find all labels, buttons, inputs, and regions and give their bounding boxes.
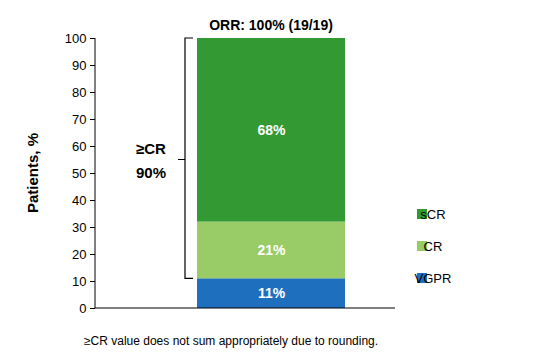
svg-text:90: 90	[72, 58, 86, 73]
svg-text:20: 20	[72, 247, 86, 262]
svg-text:10: 10	[72, 274, 86, 289]
svg-text:70: 70	[72, 112, 86, 127]
html-text:≥CR value does not sum appropr: ≥CR value does not sum appropriately due…	[84, 334, 379, 348]
svg-text:VGPR: VGPR	[415, 271, 452, 286]
svg-text:21%: 21%	[257, 242, 286, 258]
svg-text:ORR: 100% (19/19): ORR: 100% (19/19)	[209, 17, 333, 33]
svg-text:90%: 90%	[136, 164, 166, 181]
svg-text:≥CR: ≥CR	[136, 140, 166, 157]
svg-text:68%: 68%	[257, 122, 286, 138]
svg-text:40: 40	[72, 193, 86, 208]
svg-text:11%: 11%	[258, 285, 286, 301]
svg-text:0: 0	[79, 301, 86, 316]
svg-text:sCR: sCR	[420, 207, 445, 222]
svg-text:Patients, %: Patients, %	[24, 133, 41, 213]
svg-text:CR: CR	[424, 239, 443, 254]
svg-text:100: 100	[65, 31, 87, 46]
svg-text:50: 50	[72, 166, 86, 181]
svg-text:60: 60	[72, 139, 86, 154]
svg-text:80: 80	[72, 85, 86, 100]
svg-text:30: 30	[72, 220, 86, 235]
